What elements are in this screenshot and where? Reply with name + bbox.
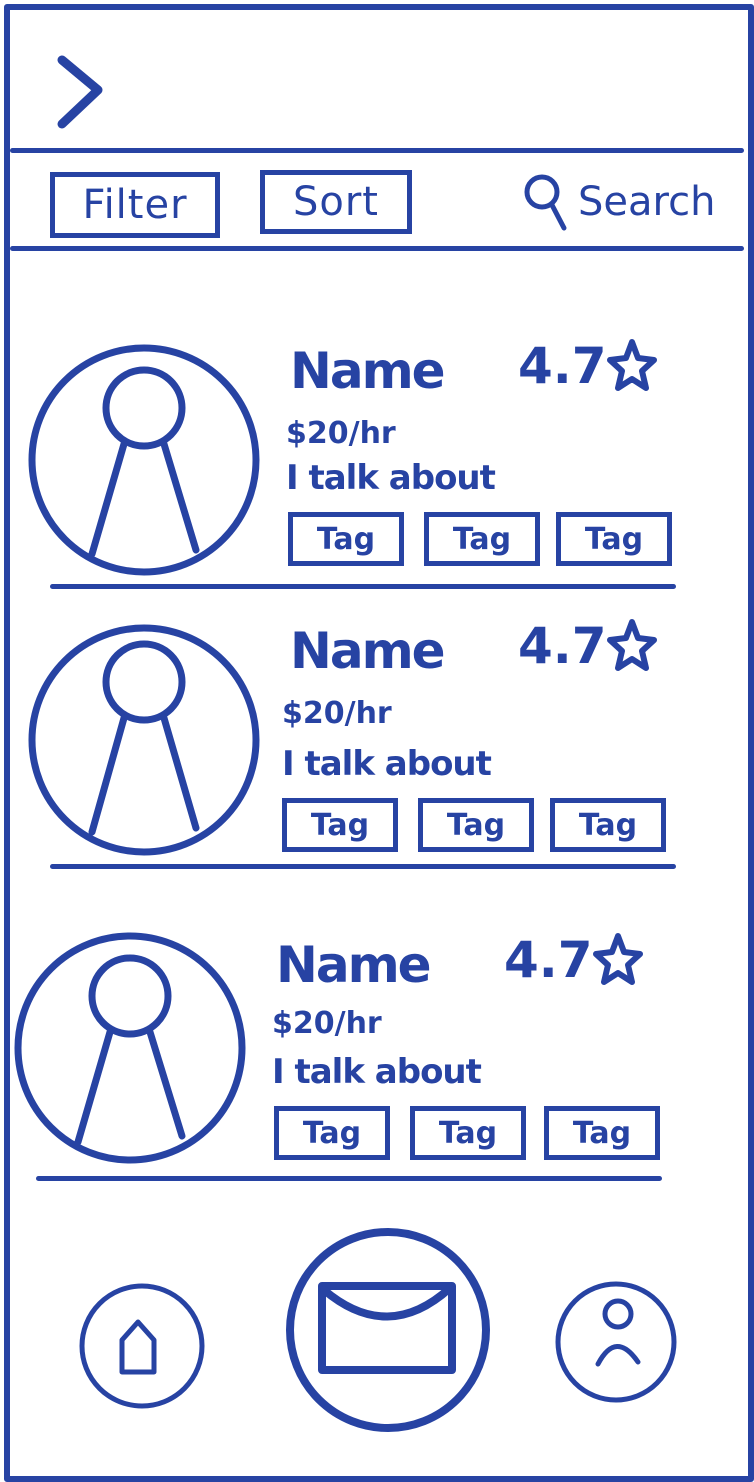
listing-price: $20/hr	[272, 1006, 382, 1041]
toolbar-divider	[10, 246, 744, 251]
listing-rating: 4.7	[518, 616, 657, 676]
phone-frame	[4, 4, 754, 1482]
star-icon	[606, 619, 657, 671]
sort-button[interactable]: Sort	[260, 170, 412, 234]
listing-price: $20/hr	[286, 416, 396, 451]
listing-tag[interactable]: Tag	[274, 1106, 390, 1160]
star-icon	[606, 339, 657, 391]
listing-tag[interactable]: Tag	[410, 1106, 526, 1160]
mail-icon	[286, 1228, 490, 1432]
listing-name: Name	[276, 936, 432, 994]
profile-icon	[555, 1281, 677, 1403]
listing-name: Name	[290, 622, 446, 680]
search-label: Search	[578, 179, 716, 225]
listing-name: Name	[290, 342, 446, 400]
rating-value: 4.7	[518, 337, 607, 395]
header-divider	[10, 148, 744, 153]
listing-divider	[50, 584, 676, 589]
profile-button[interactable]	[554, 1280, 684, 1410]
listing-tag[interactable]: Tag	[424, 512, 540, 566]
person-icon	[28, 344, 260, 576]
filter-button[interactable]: Filter	[50, 172, 220, 238]
listing-tag[interactable]: Tag	[282, 798, 398, 852]
listing-tag[interactable]: Tag	[288, 512, 404, 566]
messages-button[interactable]	[284, 1226, 494, 1436]
person-icon	[14, 932, 246, 1164]
listing-tag[interactable]: Tag	[550, 798, 666, 852]
listing-about: I talk about	[282, 744, 492, 784]
home-icon	[79, 1283, 205, 1409]
search-control[interactable]: Search	[522, 172, 722, 232]
listing-tag[interactable]: Tag	[418, 798, 534, 852]
listing-divider	[36, 1176, 662, 1181]
listing-price: $20/hr	[282, 696, 392, 731]
star-icon	[592, 933, 643, 985]
listing-tag[interactable]: Tag	[544, 1106, 660, 1160]
listing-about: I talk about	[286, 458, 496, 498]
listing-divider	[50, 864, 676, 869]
listing-rating: 4.7	[504, 930, 643, 990]
rating-value: 4.7	[518, 617, 607, 675]
back-button[interactable]	[52, 50, 112, 134]
person-icon	[28, 624, 260, 856]
home-button[interactable]	[78, 1282, 208, 1412]
search-icon	[524, 174, 567, 231]
chevron-right-icon	[57, 55, 103, 129]
rating-value: 4.7	[504, 931, 593, 989]
listing-rating: 4.7	[518, 336, 657, 396]
listing-tag[interactable]: Tag	[556, 512, 672, 566]
listing-about: I talk about	[272, 1052, 482, 1092]
